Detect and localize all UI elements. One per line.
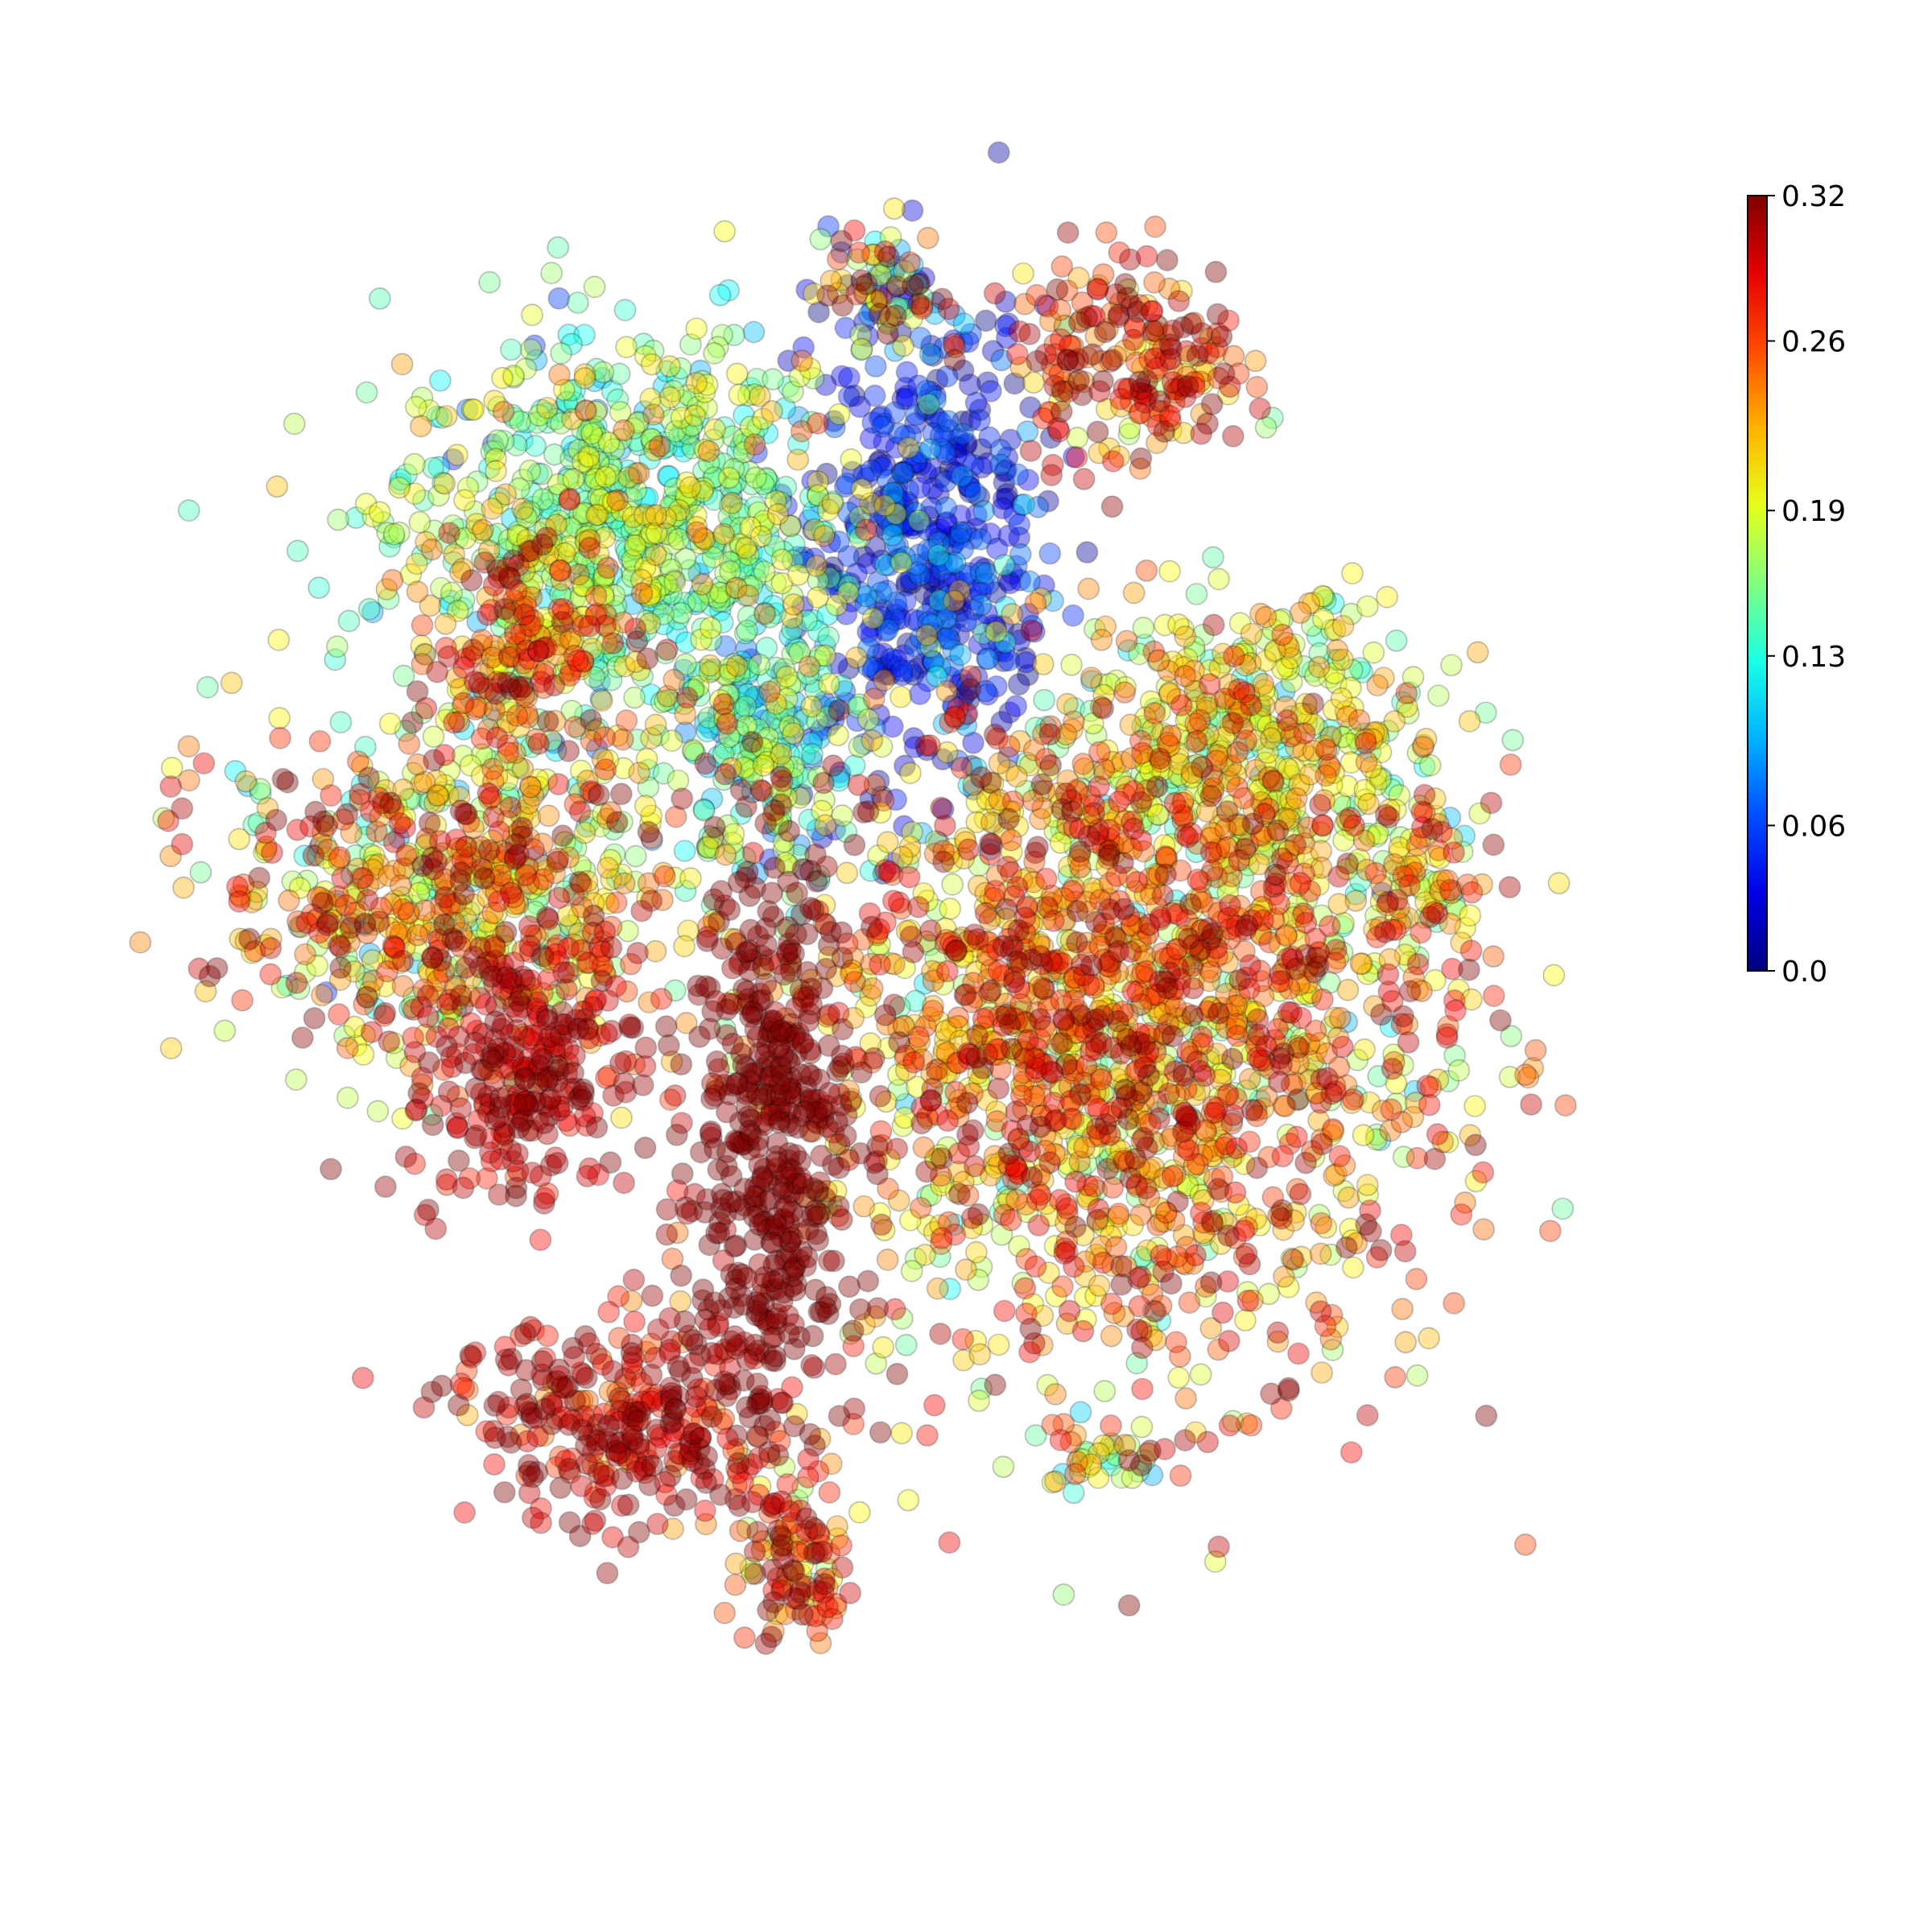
colorbar-tick-label: 0.0 bbox=[1781, 956, 1827, 989]
colorbar-ticks: 0.0 0.06 0.13 0.19 0.26 0.32 bbox=[1767, 180, 1846, 989]
colorbar-tick-label: 0.26 bbox=[1781, 326, 1846, 359]
colorbar-tick-label: 0.32 bbox=[1781, 180, 1846, 213]
colorbar-tick-label: 0.06 bbox=[1781, 810, 1846, 843]
colorbar-gradient bbox=[1747, 195, 1768, 972]
colorbar-tick-label: 0.13 bbox=[1781, 641, 1846, 674]
colorbar-tick-label: 0.19 bbox=[1781, 495, 1846, 528]
